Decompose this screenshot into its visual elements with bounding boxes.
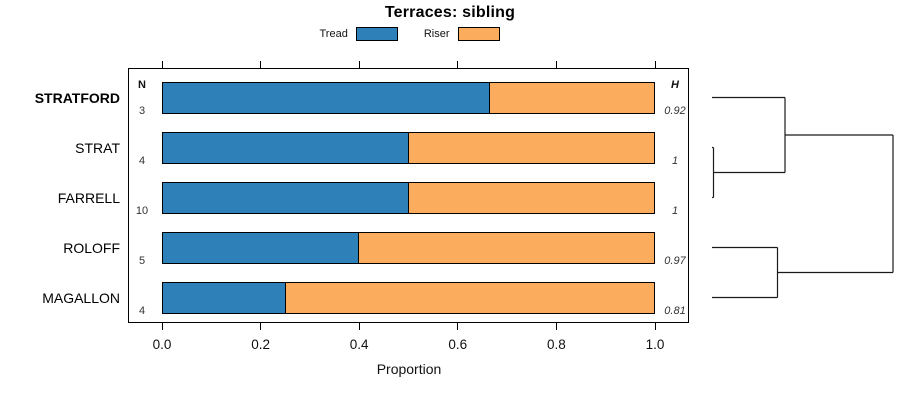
x-tick-top [457,61,459,68]
stacked-bar-magallon [162,281,655,314]
category-label-farrell: FARRELL [57,189,120,206]
legend-label-tread: Tread [319,28,348,40]
bar-segment-tread [163,182,409,213]
n-value: 4 [138,154,146,167]
x-tick-bottom [161,323,163,330]
x-axis-label: Proportion [376,361,442,377]
x-tick-top [654,61,656,68]
x-tick-label: 0.4 [349,337,369,352]
x-tick-top [161,61,163,68]
n-value: 3 [138,104,146,117]
plot-area-frame [128,68,689,323]
riser-color-swatch [457,27,500,41]
h-value: 0.97 [664,254,686,267]
x-tick-top [555,61,557,68]
bar-segment-tread [163,132,409,163]
x-tick-bottom [457,323,459,330]
x-tick-top [260,61,262,68]
category-label-strat: STRAT [75,139,120,156]
x-tick-bottom [555,323,557,330]
stacked-bar-stratford [162,81,655,114]
x-tick-label: 0.6 [448,337,468,352]
category-label-stratford: STRATFORD [34,89,120,106]
h-column-header: H [671,79,679,91]
x-tick-bottom [260,323,262,330]
category-label-roloff: ROLOFF [63,239,120,256]
bar-segment-tread [163,282,286,313]
x-tick-top [358,61,360,68]
stacked-bar-farrell [162,181,655,214]
x-tick-label: 0.0 [152,337,172,352]
legend-item-riser: Riser [424,27,500,41]
n-value: 4 [138,304,146,317]
n-value: 10 [135,204,149,217]
h-value: 0.81 [664,304,686,317]
x-tick-bottom [654,323,656,330]
n-column-header: N [138,79,146,91]
x-tick-label: 1.0 [645,337,665,352]
x-tick-bottom [358,323,360,330]
legend-label-riser: Riser [423,28,450,40]
x-tick-label: 0.2 [251,337,270,352]
bar-segment-tread [163,232,360,263]
stacked-bar-strat [162,131,655,164]
chart-title: Terraces: sibling [384,4,516,21]
legend-item-tread: Tread [320,27,398,41]
category-label-magallon: MAGALLON [42,289,120,306]
tread-color-swatch [355,27,398,41]
bar-segment-tread [163,82,491,113]
n-value: 5 [138,254,146,267]
stacked-bar-roloff [162,231,655,264]
h-value: 1 [671,204,679,217]
h-value: 0.92 [664,104,686,117]
h-value: 1 [671,154,679,167]
x-tick-label: 0.8 [547,337,566,352]
legend: Tread Riser [128,26,691,42]
